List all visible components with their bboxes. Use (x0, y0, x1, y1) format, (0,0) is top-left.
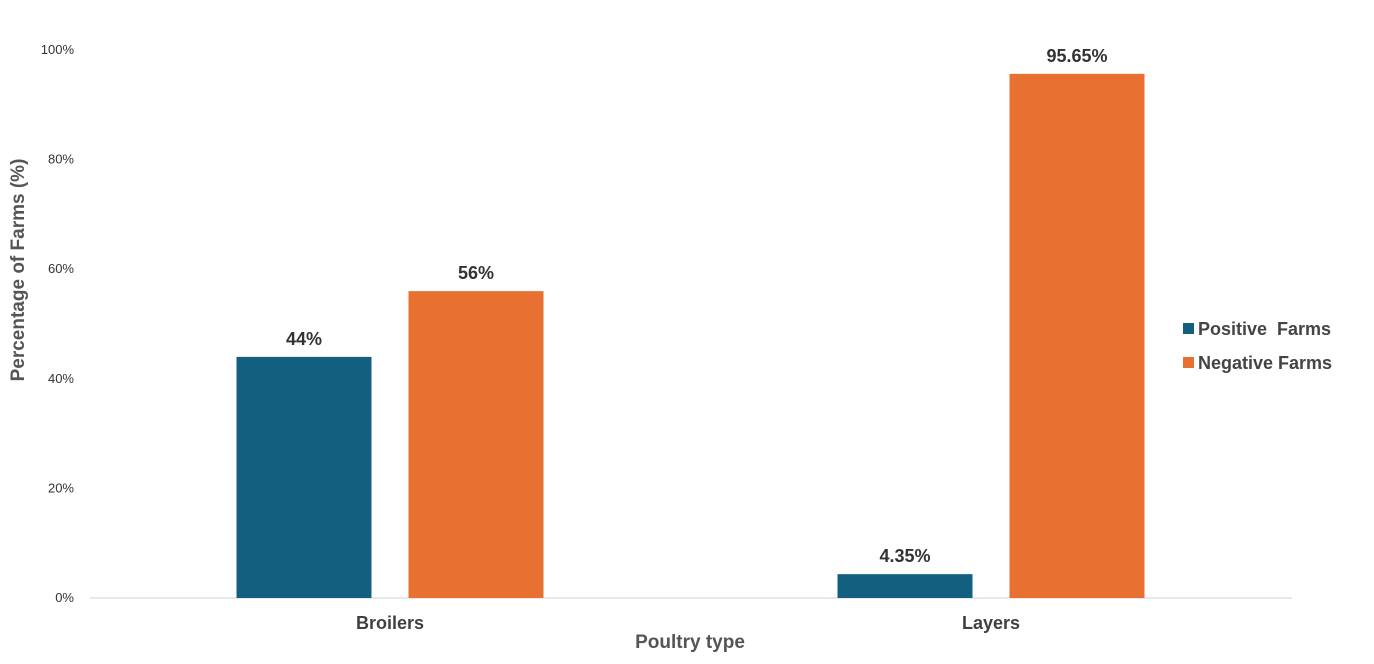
y-tick-label: 100% (41, 42, 75, 57)
y-tick-label: 60% (48, 261, 74, 276)
bars (236, 73, 1145, 598)
legend-swatch (1183, 357, 1194, 368)
legend-label: Positive Farms (1198, 319, 1331, 339)
bar-broilers-negative (408, 291, 544, 598)
y-tick-label: 40% (48, 371, 74, 386)
y-axis-ticks: 0% 20% 40% 60% 80% 100% (41, 42, 75, 605)
y-axis-title: Percentage of Farms (%) (8, 159, 29, 382)
y-tick-label: 0% (55, 590, 74, 605)
data-labels: 44% 56% 4.35% 95.65% (286, 46, 1108, 566)
data-label: 4.35% (879, 546, 930, 566)
legend-label: Negative Farms (1198, 353, 1332, 373)
y-tick-label: 80% (48, 152, 74, 167)
category-label: Layers (962, 613, 1020, 633)
legend-swatch (1183, 323, 1194, 334)
data-label: 44% (286, 329, 322, 349)
x-axis-title: Poultry type (635, 632, 745, 653)
data-label: 56% (458, 263, 494, 283)
y-tick-label: 20% (48, 480, 74, 495)
category-label: Broilers (356, 613, 424, 633)
bar-layers-negative (1009, 73, 1145, 598)
bar-broilers-positive (236, 356, 372, 598)
legend: Positive Farms Negative Farms (1183, 319, 1332, 373)
category-labels: Broilers Layers (356, 613, 1020, 633)
data-label: 95.65% (1046, 46, 1107, 66)
bar-layers-positive (837, 574, 973, 598)
